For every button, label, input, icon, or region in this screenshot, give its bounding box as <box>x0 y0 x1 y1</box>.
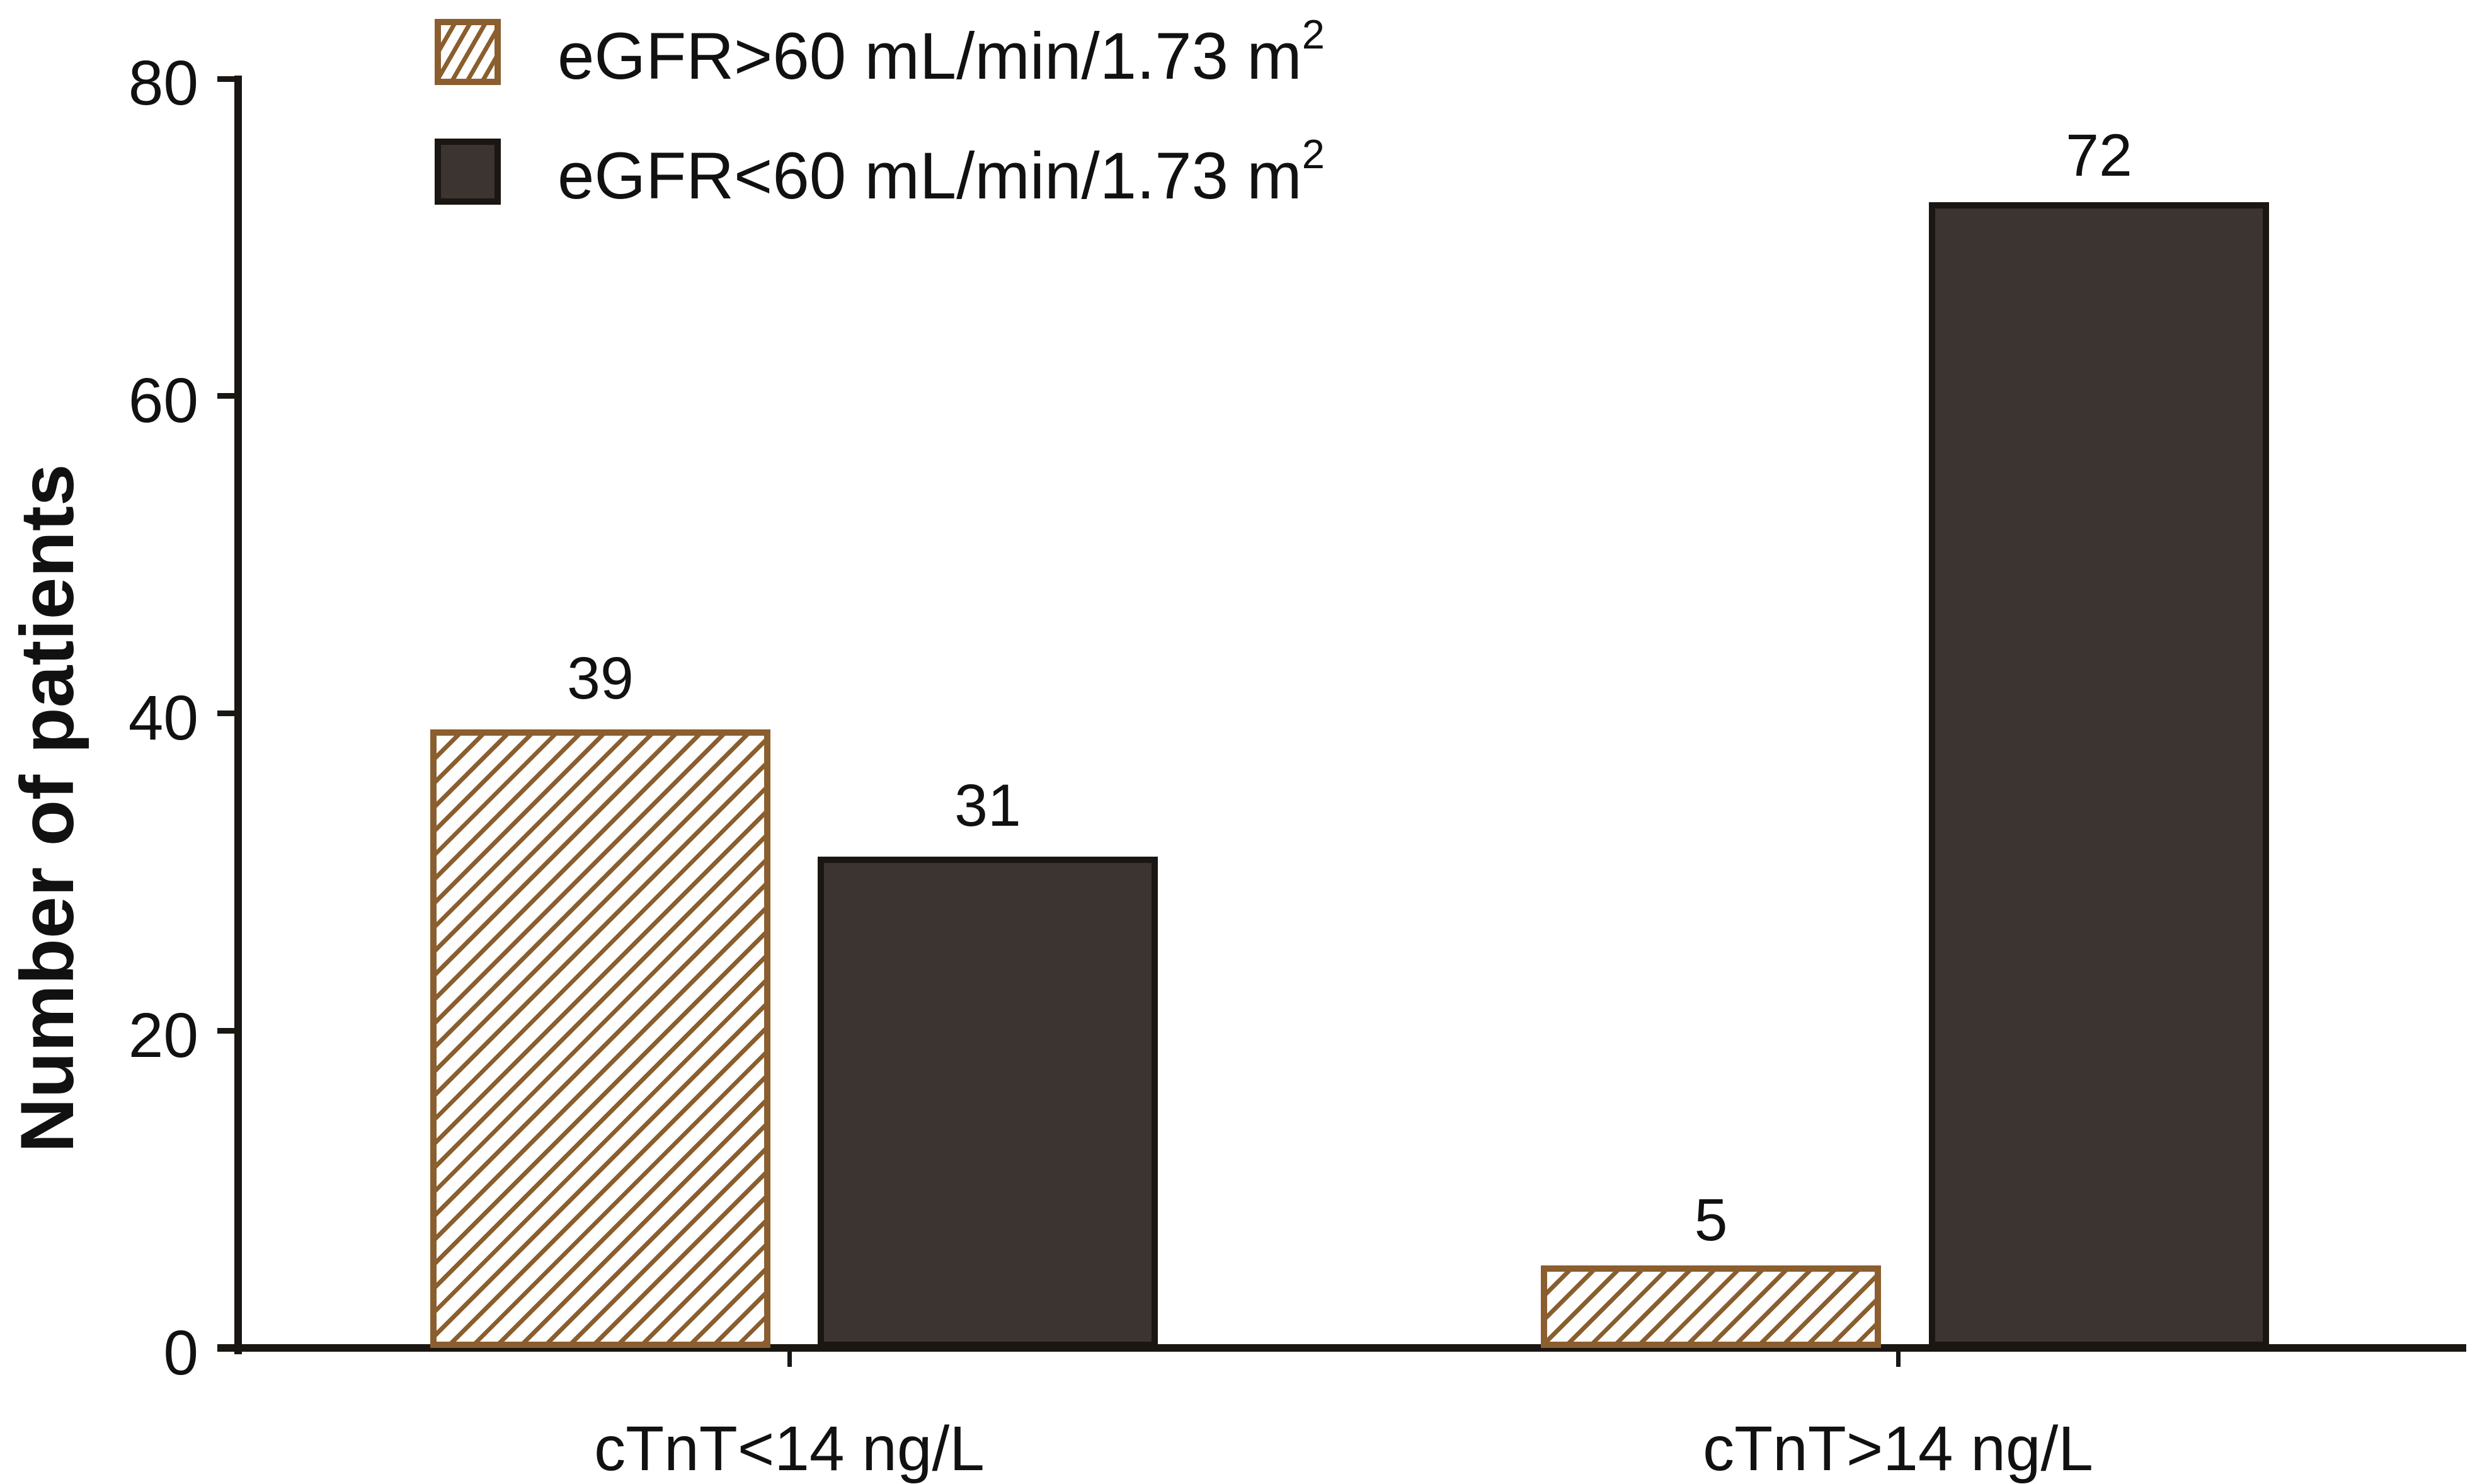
x-tick-1 <box>787 1348 792 1367</box>
y-tick-40 <box>217 711 239 716</box>
bar-egfr-gt60-ctnt-lt14 <box>430 729 770 1348</box>
legend-label: eGFR<60 mL/min/1.73 m2 <box>557 131 1325 213</box>
x-category-label: cTnT<14 ng/L <box>594 1413 985 1484</box>
x-category-label: cTnT>14 ng/L <box>1703 1413 2093 1484</box>
bar-egfr-lt60-ctnt-gt14 <box>1929 202 2269 1348</box>
bar-value-label: 72 <box>2066 122 2132 189</box>
legend-swatch-solid <box>435 138 501 205</box>
bar-value-label: 31 <box>954 772 1021 839</box>
y-tick-80 <box>217 76 239 82</box>
y-tick-20 <box>217 1028 239 1034</box>
x-axis-line <box>217 1344 2466 1352</box>
y-tick-60 <box>217 393 239 399</box>
legend-swatch-hatched <box>435 18 501 85</box>
bar-value-label: 39 <box>567 645 634 712</box>
bar-egfr-lt60-ctnt-lt14 <box>818 857 1158 1348</box>
legend-item-egfr-lt60: eGFR<60 mL/min/1.73 m2 <box>435 134 1325 209</box>
y-tick-label: 60 <box>128 365 198 436</box>
x-tick-2 <box>1896 1348 1901 1367</box>
bar-egfr-gt60-ctnt-gt14 <box>1541 1265 1881 1348</box>
y-tick-label: 80 <box>128 48 198 118</box>
y-tick-label: 20 <box>128 1000 198 1071</box>
y-tick-label: 40 <box>128 683 198 753</box>
legend-item-egfr-gt60: eGFR>60 mL/min/1.73 m2 <box>435 14 1325 89</box>
bar-value-label: 5 <box>1694 1187 1728 1253</box>
legend-label: eGFR>60 mL/min/1.73 m2 <box>557 11 1325 93</box>
y-tick-label: 0 <box>163 1318 198 1388</box>
